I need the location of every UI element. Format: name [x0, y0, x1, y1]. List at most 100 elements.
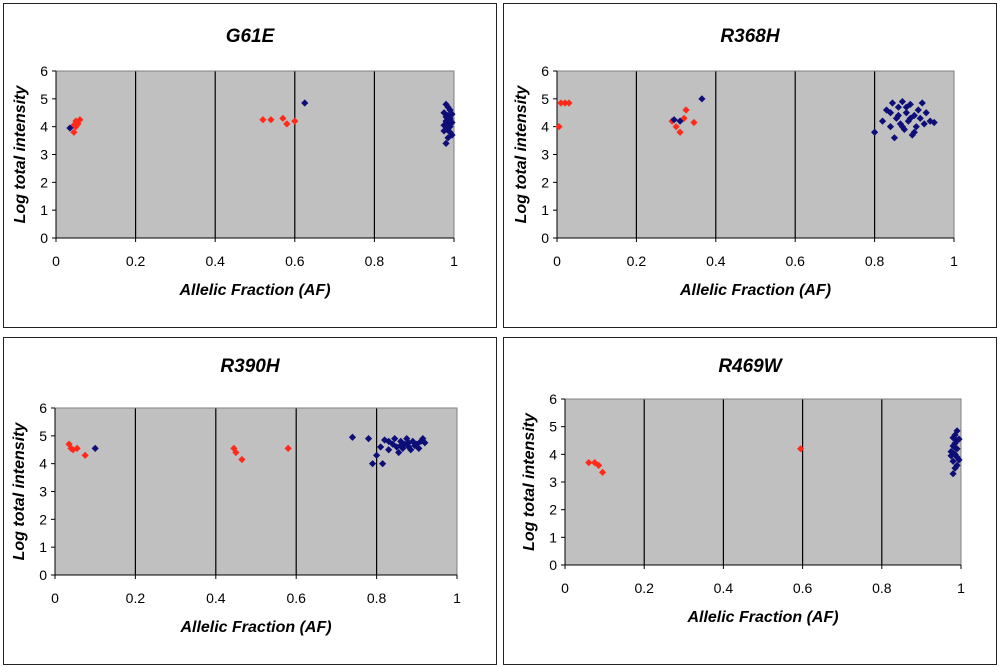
blue-data-point	[951, 443, 959, 452]
x-tick-label: 0.8	[367, 590, 387, 606]
blue-data-point	[886, 109, 895, 117]
x-tick-label: 1	[950, 253, 958, 269]
y-tick-label: 6	[549, 391, 557, 407]
chart-panel-r390h: R390H 0 1 2 3 4 5 6 0 0.2 0.4 0.6 0.8 1 Allelic Fract…	[3, 337, 497, 665]
blue-data-point	[397, 441, 405, 450]
blue-data-point	[910, 128, 918, 136]
red-data-point	[690, 118, 698, 127]
blue-data-point	[926, 117, 934, 125]
blue-data-point	[421, 439, 429, 447]
blue-data-point	[914, 106, 922, 114]
blue-data-point	[385, 446, 393, 454]
blue-data-point	[373, 451, 381, 459]
red-data-point	[555, 123, 563, 131]
blue-data-point	[381, 436, 389, 444]
x-tick-label: 0.2	[634, 580, 654, 596]
blue-data-point	[397, 437, 405, 445]
blue-data-point	[377, 443, 385, 451]
blue-data-point	[902, 109, 910, 117]
red-data-point	[279, 114, 287, 122]
blue-data-point	[871, 128, 879, 136]
blue-data-point	[953, 461, 961, 469]
blue-data-point	[448, 131, 456, 139]
blue-data-point	[448, 118, 456, 127]
x-tick-label: 0.6	[793, 580, 813, 596]
x-axis-label: Allelic Fraction (AF)	[179, 619, 331, 636]
blue-data-point	[912, 123, 920, 131]
red-data-point	[76, 116, 84, 124]
chart-panel-g61e: G61E 0 1 2 3 4 5 6 0 0.2 0.4 0.6 0.8 1 Allelic Fracti…	[3, 3, 497, 328]
blue-data-point	[91, 444, 99, 452]
blue-data-point	[409, 437, 417, 445]
blue-data-point	[904, 117, 912, 125]
blue-data-point	[898, 123, 906, 131]
red-data-point	[81, 451, 89, 459]
y-tick-label: 6	[39, 400, 47, 416]
red-data-point	[283, 120, 291, 128]
blue-data-point	[906, 100, 914, 108]
red-data-point	[291, 117, 299, 125]
blue-data-point	[920, 120, 928, 128]
blue-data-point	[951, 431, 959, 439]
blue-data-point	[442, 113, 450, 121]
blue-data-point	[419, 435, 427, 443]
chart-title: R368H	[720, 26, 780, 47]
x-tick-label: 0.8	[872, 580, 892, 596]
red-data-point	[797, 445, 805, 453]
blue-data-point	[444, 134, 452, 142]
red-data-point	[69, 446, 77, 454]
x-tick-label: 1	[450, 253, 458, 269]
blue-data-point	[440, 127, 448, 135]
y-tick-label: 1	[40, 202, 48, 218]
blue-data-point	[440, 109, 448, 117]
blue-data-point	[415, 444, 423, 452]
blue-data-point	[949, 470, 957, 478]
blue-data-point	[444, 120, 452, 128]
blue-data-point	[442, 100, 450, 108]
y-axis-label: Log total intensity	[513, 85, 530, 224]
blue-data-point	[393, 443, 401, 451]
blue-data-point	[951, 464, 959, 472]
red-data-point	[70, 128, 78, 136]
scatter-plot: 0 1 2 3 4 5 6 0 0.2 0.4 0.6 0.8 1 Allelic Fraction (A…	[11, 400, 461, 636]
blue-data-point	[898, 98, 906, 106]
y-tick-label: 6	[541, 63, 549, 79]
blue-data-point	[949, 457, 957, 465]
blue-data-point	[902, 103, 910, 111]
plot-area	[55, 408, 457, 575]
y-tick-label: 1	[39, 539, 47, 555]
y-tick-label: 0	[549, 557, 557, 573]
blue-data-point	[676, 117, 684, 125]
scatter-plot: 0 1 2 3 4 5 6 0 0.2 0.4 0.6 0.8 1 Allelic Fraction (A…	[521, 391, 965, 626]
y-tick-label: 2	[39, 511, 47, 527]
y-tick-label: 4	[549, 446, 557, 462]
blue-data-point	[908, 131, 916, 139]
scatter-plot: 0 1 2 3 4 5 6 0 0.2 0.4 0.6 0.8 1 Allelic Fraction (A…	[12, 63, 458, 299]
blue-data-point	[947, 452, 955, 460]
red-data-point	[561, 99, 569, 107]
blue-data-point	[922, 109, 930, 117]
y-tick-label: 5	[40, 91, 48, 107]
blue-data-point	[301, 99, 309, 107]
red-data-point	[267, 116, 275, 124]
y-tick-label: 3	[549, 474, 557, 490]
y-tick-label: 6	[40, 63, 48, 79]
plot-area	[565, 399, 961, 565]
x-tick-label: 0.2	[126, 253, 146, 269]
x-tick-label: 0.2	[627, 253, 647, 269]
blue-data-point	[955, 435, 963, 443]
x-tick-label: 0.6	[286, 590, 306, 606]
y-tick-label: 1	[549, 529, 557, 545]
x-tick-label: 0	[52, 253, 60, 269]
y-tick-label: 0	[40, 230, 48, 246]
y-tick-label: 0	[541, 230, 549, 246]
chart-title: R469W	[718, 356, 782, 377]
y-tick-label: 2	[549, 502, 557, 518]
chart-panel-r368h: R368H 0 1 2 3 4 5 6 0 0.2 0.4 0.6 0.8 1 Allelic Fract…	[503, 3, 997, 328]
x-tick-label: 0.4	[706, 253, 726, 269]
blue-data-point	[890, 134, 899, 142]
blue-data-point	[886, 123, 895, 131]
y-tick-label: 4	[541, 119, 549, 135]
blue-data-point	[888, 99, 897, 107]
x-axis-label: Allelic Fraction (AF)	[178, 282, 330, 299]
